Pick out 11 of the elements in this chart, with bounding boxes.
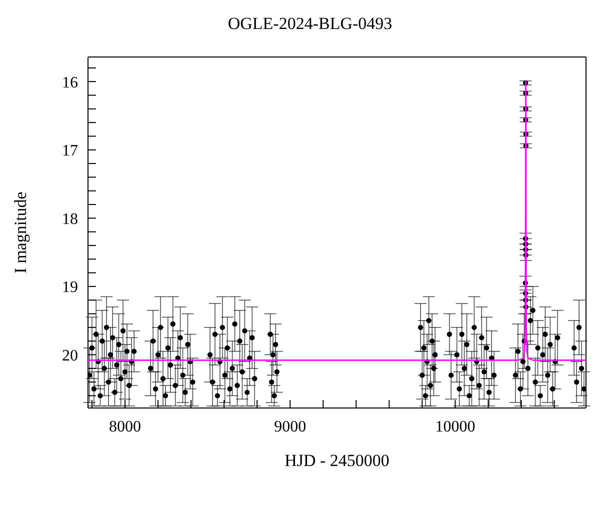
y-tick-label: 19 xyxy=(62,279,78,296)
y-tick-label: 20 xyxy=(62,347,78,364)
x-axis-title: HJD - 2450000 xyxy=(284,451,390,470)
x-tick-label: 10000 xyxy=(435,418,476,436)
y-tick-label: 16 xyxy=(62,74,78,92)
x-tick-label: 9000 xyxy=(274,418,306,436)
chart-title: OGLE-2024-BLG-0493 xyxy=(226,14,394,35)
x-tick-label: 8000 xyxy=(108,418,141,436)
y-axis-title: I magnitude xyxy=(11,192,30,274)
y-tick-label: 18 xyxy=(62,210,78,228)
y-tick-label: 17 xyxy=(62,142,78,160)
